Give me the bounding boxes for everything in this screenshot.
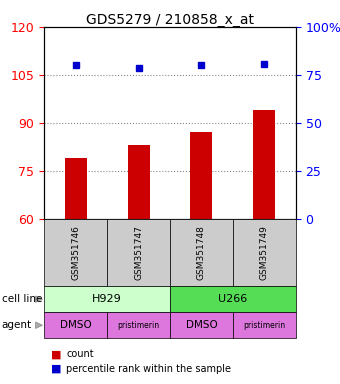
Text: H929: H929 bbox=[92, 294, 122, 304]
Text: pristimerin: pristimerin bbox=[118, 321, 159, 330]
Bar bbox=[128, 145, 150, 219]
Text: GSM351746: GSM351746 bbox=[71, 225, 80, 280]
Text: percentile rank within the sample: percentile rank within the sample bbox=[66, 364, 231, 374]
Text: GDS5279 / 210858_x_at: GDS5279 / 210858_x_at bbox=[86, 13, 254, 27]
Text: ■: ■ bbox=[51, 349, 62, 359]
Text: U266: U266 bbox=[218, 294, 248, 304]
Bar bbox=[253, 110, 275, 219]
Text: GSM351747: GSM351747 bbox=[134, 225, 143, 280]
Text: GSM351748: GSM351748 bbox=[197, 225, 206, 280]
Text: DMSO: DMSO bbox=[186, 320, 217, 330]
Text: cell line: cell line bbox=[2, 294, 42, 304]
Text: agent: agent bbox=[2, 320, 32, 330]
Text: ■: ■ bbox=[51, 364, 62, 374]
Bar bbox=[190, 132, 212, 219]
Text: DMSO: DMSO bbox=[60, 320, 91, 330]
Bar bbox=[65, 158, 87, 219]
Text: count: count bbox=[66, 349, 94, 359]
Text: pristimerin: pristimerin bbox=[243, 321, 285, 330]
Text: GSM351749: GSM351749 bbox=[260, 225, 269, 280]
